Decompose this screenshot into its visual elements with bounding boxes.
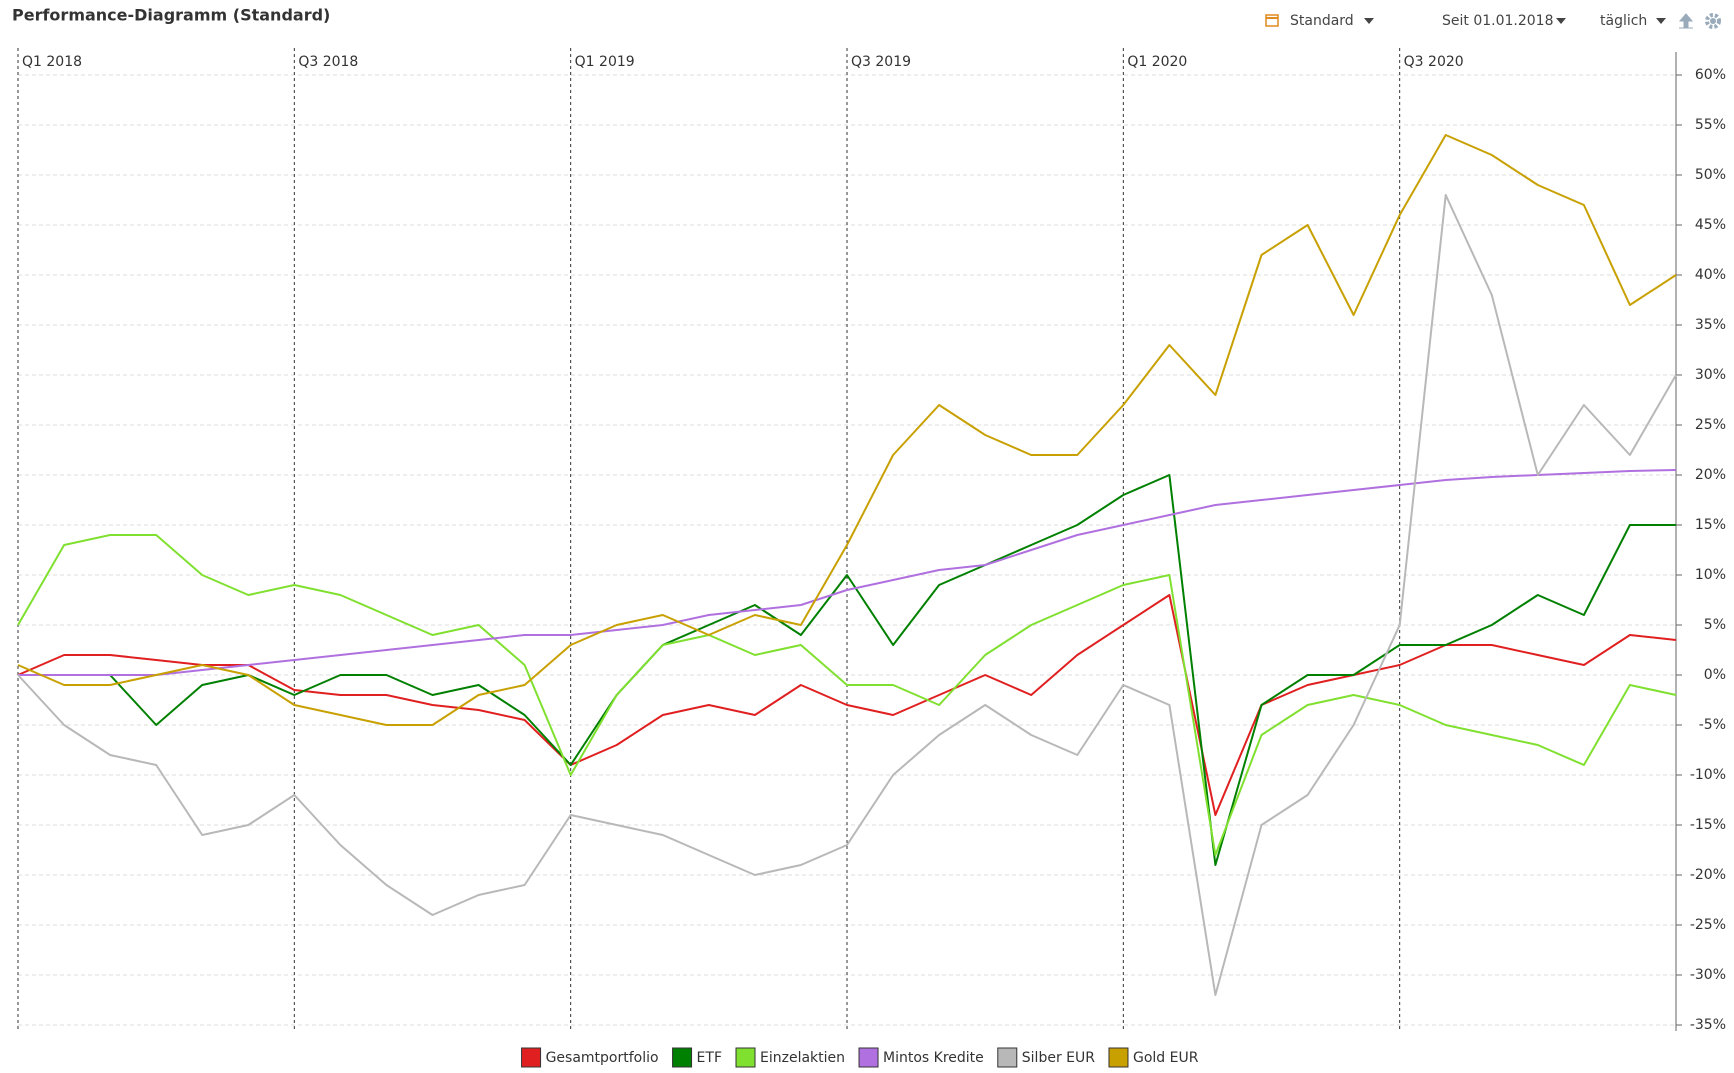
dropdown-arrow bbox=[1656, 18, 1666, 24]
y-tick-label: 50% bbox=[1695, 167, 1726, 183]
legend-swatch bbox=[521, 1047, 542, 1068]
legend-label: Gesamtportfolio bbox=[546, 1050, 659, 1066]
y-tick-label: -25% bbox=[1690, 917, 1726, 933]
legend-label: ETF bbox=[697, 1050, 722, 1066]
legend-label: Gold EUR bbox=[1133, 1050, 1199, 1066]
y-tick-label: 0% bbox=[1704, 667, 1726, 683]
legend-label: Einzelaktien bbox=[760, 1050, 845, 1066]
series-line bbox=[18, 469, 1677, 676]
y-tick-label: 25% bbox=[1695, 417, 1726, 433]
interval-label[interactable]: täglich bbox=[1600, 13, 1647, 29]
benchmark-label[interactable]: Standard bbox=[1290, 13, 1354, 29]
series-line bbox=[18, 474, 1676, 866]
settings-button[interactable] bbox=[1705, 13, 1721, 29]
x-tick-label: Q1 2019 bbox=[575, 54, 635, 70]
y-tick-label: 20% bbox=[1695, 467, 1726, 483]
legend-swatch bbox=[735, 1047, 756, 1068]
series-line bbox=[17, 534, 1677, 856]
interval-control[interactable]: täglich bbox=[1600, 13, 1666, 29]
legend-swatch bbox=[858, 1047, 879, 1068]
y-tick-label: 45% bbox=[1695, 217, 1726, 233]
series-line bbox=[17, 594, 1677, 816]
legend-swatch bbox=[672, 1047, 693, 1068]
series-line bbox=[17, 194, 1677, 996]
x-tick-label: Q3 2019 bbox=[851, 54, 911, 70]
legend-label: Mintos Kredite bbox=[883, 1050, 984, 1066]
y-tick-label: 30% bbox=[1695, 367, 1726, 383]
benchmark-control[interactable]: Standard bbox=[1265, 13, 1374, 29]
period-label[interactable]: Seit 01.01.2018 bbox=[1442, 13, 1554, 29]
y-tick-label: -20% bbox=[1690, 867, 1726, 883]
series-line bbox=[17, 134, 1677, 726]
y-tick-label: 40% bbox=[1695, 267, 1726, 283]
x-tick-label: Q1 2020 bbox=[1127, 54, 1187, 70]
legend-swatch bbox=[1108, 1047, 1129, 1068]
calendar-icon bbox=[1265, 14, 1279, 27]
y-tick-label: -15% bbox=[1690, 817, 1726, 833]
dropdown-arrow bbox=[1364, 18, 1374, 24]
y-tick-label: -35% bbox=[1690, 1017, 1726, 1033]
dropdown-arrow bbox=[1556, 18, 1566, 24]
y-tick-label: -30% bbox=[1690, 967, 1726, 983]
legend-label: Silber EUR bbox=[1022, 1050, 1095, 1066]
legend-swatch bbox=[997, 1047, 1018, 1068]
export-button[interactable] bbox=[1678, 13, 1694, 29]
y-tick-label: -10% bbox=[1690, 767, 1726, 783]
y-tick-label: 5% bbox=[1704, 617, 1726, 633]
chart-title: Performance-Diagramm (Standard) bbox=[12, 6, 330, 25]
x-tick-label: Q1 2018 bbox=[22, 54, 82, 70]
y-tick-label: 60% bbox=[1695, 67, 1726, 83]
period-control[interactable]: Seit 01.01.2018 bbox=[1442, 13, 1566, 29]
settings-button-core bbox=[1710, 18, 1716, 24]
y-tick-label: 10% bbox=[1695, 567, 1726, 583]
x-tick-label: Q3 2020 bbox=[1404, 54, 1464, 70]
y-tick-label: 15% bbox=[1695, 517, 1726, 533]
x-tick-label: Q3 2018 bbox=[298, 54, 358, 70]
y-tick-label: -5% bbox=[1699, 717, 1726, 733]
y-tick-label: 55% bbox=[1695, 117, 1726, 133]
y-tick-label: 35% bbox=[1695, 317, 1726, 333]
